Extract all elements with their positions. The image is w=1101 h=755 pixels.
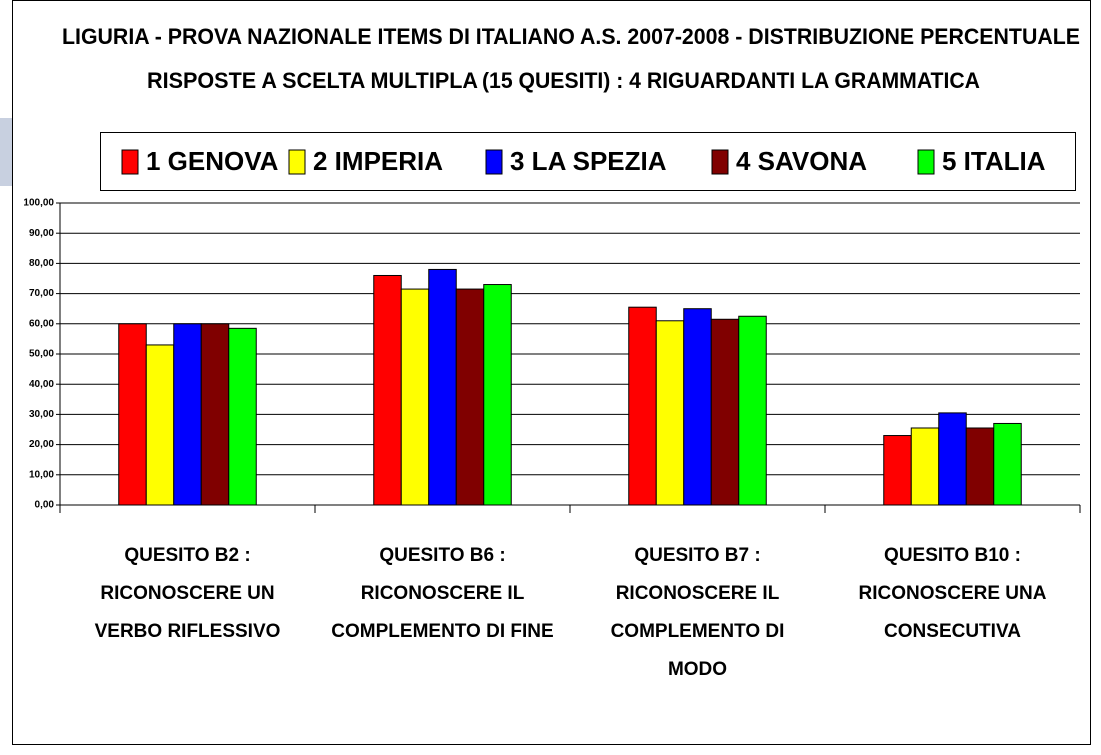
bar <box>710 318 740 506</box>
legend-swatch <box>121 149 139 175</box>
bar <box>455 288 485 506</box>
bar <box>938 412 967 506</box>
x-tick-label: COMPLEMENTO DI FINE <box>331 621 553 642</box>
x-tick-label: QUESITO B7 : <box>634 545 760 566</box>
bar <box>628 306 657 506</box>
y-tick-label: 30,00 <box>29 409 54 420</box>
y-tick-label: 100,00 <box>23 198 54 209</box>
x-tick-label: RICONOSCERE UN <box>100 583 274 604</box>
x-tick-label: VERBO RIFLESSIVO <box>95 621 281 642</box>
legend-swatch <box>288 149 306 175</box>
bar <box>228 327 257 506</box>
bar <box>483 284 512 506</box>
bar <box>738 315 767 506</box>
x-tick-label: RICONOSCERE UNA <box>859 583 1047 604</box>
bar <box>883 435 912 506</box>
x-tick-label: RICONOSCERE IL <box>616 583 780 604</box>
bar <box>993 422 1022 506</box>
legend-label: 1 GENOVA <box>146 146 279 176</box>
y-tick-label: 70,00 <box>29 288 54 299</box>
y-tick-label: 60,00 <box>29 318 54 329</box>
bar <box>400 288 430 506</box>
y-tick-label: 0,00 <box>35 500 55 511</box>
x-tick-label: MODO <box>668 659 727 680</box>
x-tick-label: QUESITO B2 : <box>124 545 250 566</box>
x-tick-label: QUESITO B6 : <box>379 545 505 566</box>
bar <box>145 344 175 506</box>
side-tab <box>0 118 12 186</box>
bar <box>200 323 230 506</box>
y-tick-label: 40,00 <box>29 379 54 390</box>
x-tick-label: CONSECUTIVA <box>884 621 1021 642</box>
legend-swatch <box>485 149 503 175</box>
legend-label: 3 LA SPEZIA <box>510 146 667 176</box>
legend-box <box>100 132 1076 191</box>
chart-subtitle: RISPOSTE A SCELTA MULTIPLA <box>147 68 478 93</box>
bar <box>965 427 995 506</box>
legend-label: 5 ITALIA <box>942 146 1046 176</box>
y-tick-label: 90,00 <box>29 228 54 239</box>
legend-swatch <box>711 149 729 175</box>
chart-title: LIGURIA - PROVA NAZIONALE ITEMS DI ITALI… <box>62 24 1080 49</box>
y-tick-label: 50,00 <box>29 349 54 360</box>
bar <box>428 268 457 506</box>
bar <box>118 323 147 506</box>
legend-label: 2 IMPERIA <box>313 146 443 176</box>
legend-label: 4 SAVONA <box>736 146 867 176</box>
x-tick-label: COMPLEMENTO DI <box>611 621 785 642</box>
bar <box>173 323 202 506</box>
y-tick-label: 10,00 <box>29 469 54 480</box>
annotation: (15 QUESITI) : 4 RIGUARDANTI LA GRAMMATI… <box>482 68 980 93</box>
bar <box>910 427 940 506</box>
y-tick-label: 80,00 <box>29 258 54 269</box>
x-tick-label: RICONOSCERE IL <box>361 583 525 604</box>
bar <box>683 308 712 506</box>
y-tick-label: 20,00 <box>29 439 54 450</box>
x-tick-label: QUESITO B10 : <box>884 545 1021 566</box>
legend-swatch <box>917 149 935 175</box>
bar <box>373 274 402 506</box>
bar <box>655 320 685 506</box>
